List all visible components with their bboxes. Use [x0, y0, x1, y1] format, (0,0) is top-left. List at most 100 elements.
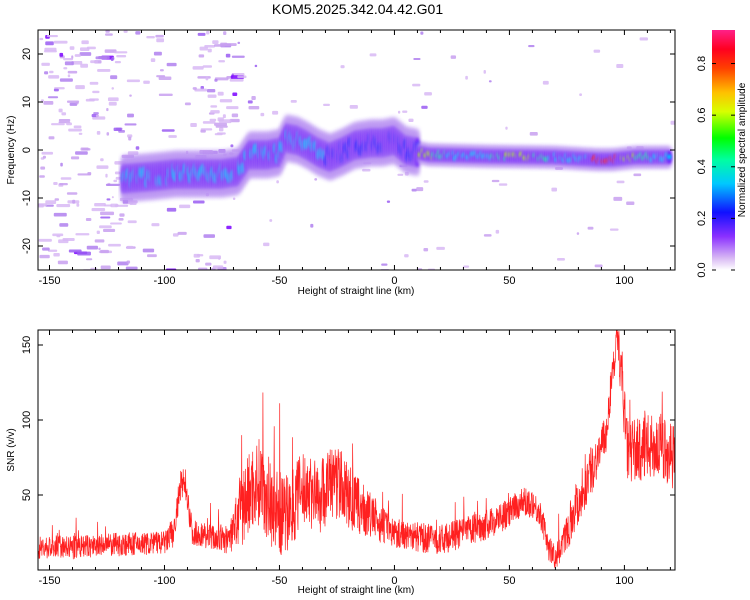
- noise-speck: [593, 49, 601, 53]
- noise-speck: [58, 108, 63, 113]
- noise-speck: [150, 58, 156, 62]
- noise-speck: [127, 151, 139, 155]
- noise-speck: [67, 70, 78, 74]
- noise-speck: [100, 265, 111, 270]
- snr-x-tick-label: 50: [503, 575, 515, 587]
- snr-y-tick-label: 150: [21, 336, 33, 354]
- noise-speck: [626, 201, 635, 205]
- noise-speck: [80, 147, 89, 151]
- noise-speck: [113, 127, 122, 132]
- noise-speck: [63, 67, 68, 70]
- spectrogram-y-tick-label: 20: [21, 48, 33, 60]
- noise-speck: [529, 132, 538, 136]
- spectrogram-x-axis-label: Height of straight line (km): [298, 286, 415, 297]
- noise-speck: [127, 113, 134, 118]
- noise-speck: [39, 254, 50, 259]
- noise-speck: [557, 257, 565, 261]
- colorbar-tick-label: 0.2: [696, 211, 708, 226]
- noise-speck: [231, 113, 239, 118]
- noise-speck: [41, 151, 54, 155]
- noise-speck: [421, 105, 428, 109]
- noise-speck: [126, 79, 140, 83]
- noise-speck: [158, 76, 172, 81]
- snr-y-tick-label: 100: [21, 411, 33, 429]
- noise-speck: [413, 57, 421, 60]
- noise-speck: [75, 233, 90, 236]
- noise-speck: [92, 116, 106, 120]
- noise-speck: [483, 234, 492, 237]
- noise-speck: [225, 53, 231, 58]
- noise-speck: [106, 107, 109, 112]
- noise-speck: [40, 166, 46, 170]
- noise-speck: [58, 119, 71, 122]
- noise-speck: [206, 89, 216, 93]
- noise-speck: [202, 65, 212, 68]
- noise-speck: [362, 168, 371, 172]
- snr-x-tick-label: -50: [272, 575, 288, 587]
- noise-speck: [408, 118, 414, 123]
- snr-x-tick-label: 100: [615, 575, 633, 587]
- noise-speck: [113, 179, 118, 183]
- noise-speck: [200, 86, 204, 90]
- colorbar-gradient: [712, 30, 735, 270]
- noise-speck: [110, 222, 122, 225]
- noise-speck: [423, 247, 429, 252]
- noise-speck: [254, 64, 258, 68]
- noise-speck: [579, 93, 582, 96]
- noise-speck: [416, 187, 424, 192]
- ridge-core: [667, 154, 672, 160]
- noise-speck: [616, 64, 624, 68]
- colorbar-tick-label: 0.6: [696, 108, 708, 123]
- noise-speck: [105, 183, 120, 186]
- noise-speck: [209, 118, 217, 122]
- noise-speck: [125, 266, 138, 270]
- noise-speck: [45, 204, 54, 207]
- spectrogram-x-tick-label: -100: [153, 275, 175, 287]
- noise-speck: [205, 262, 212, 266]
- noise-speck: [94, 239, 105, 243]
- noise-speck: [111, 196, 114, 199]
- noise-speck: [349, 104, 358, 109]
- noise-speck: [86, 258, 93, 261]
- noise-speck: [210, 110, 220, 114]
- noise-speck: [85, 98, 95, 102]
- noise-speck: [207, 48, 212, 53]
- noise-speck: [89, 81, 99, 85]
- noise-speck: [310, 223, 314, 228]
- noise-speck: [219, 99, 233, 103]
- noise-speck: [495, 229, 500, 234]
- snr-plot-area: [38, 330, 675, 570]
- noise-speck: [135, 146, 140, 150]
- noise-speck: [397, 110, 401, 114]
- noise-speck: [71, 61, 83, 65]
- noise-speck: [248, 106, 260, 110]
- noise-speck: [639, 37, 649, 41]
- noise-speck: [205, 76, 209, 81]
- noise-speck: [38, 238, 52, 242]
- noise-speck: [57, 260, 68, 265]
- noise-speck: [436, 246, 445, 250]
- noise-speck: [168, 135, 177, 138]
- snr-frame: [37, 329, 676, 571]
- noise-speck: [58, 239, 69, 244]
- noise-speck: [103, 228, 116, 232]
- noise-speck: [80, 63, 89, 68]
- noise-speck: [96, 165, 109, 169]
- noise-speck: [75, 85, 85, 90]
- noise-speck: [276, 180, 279, 184]
- noise-speck: [587, 226, 594, 230]
- noise-speck: [66, 122, 72, 126]
- noise-speck: [39, 175, 45, 178]
- noise-speck: [75, 101, 79, 105]
- noise-speck: [42, 247, 50, 251]
- noise-speck: [100, 211, 115, 216]
- spectrogram-x-tick-label: 100: [615, 275, 633, 287]
- spectrogram-frame: [37, 29, 676, 271]
- noise-speck: [69, 102, 78, 106]
- noise-speck: [203, 234, 215, 238]
- noise-speck: [670, 120, 675, 125]
- noise-speck: [77, 251, 91, 256]
- noise-speck: [95, 114, 100, 118]
- snr-x-tick-label: -100: [153, 575, 175, 587]
